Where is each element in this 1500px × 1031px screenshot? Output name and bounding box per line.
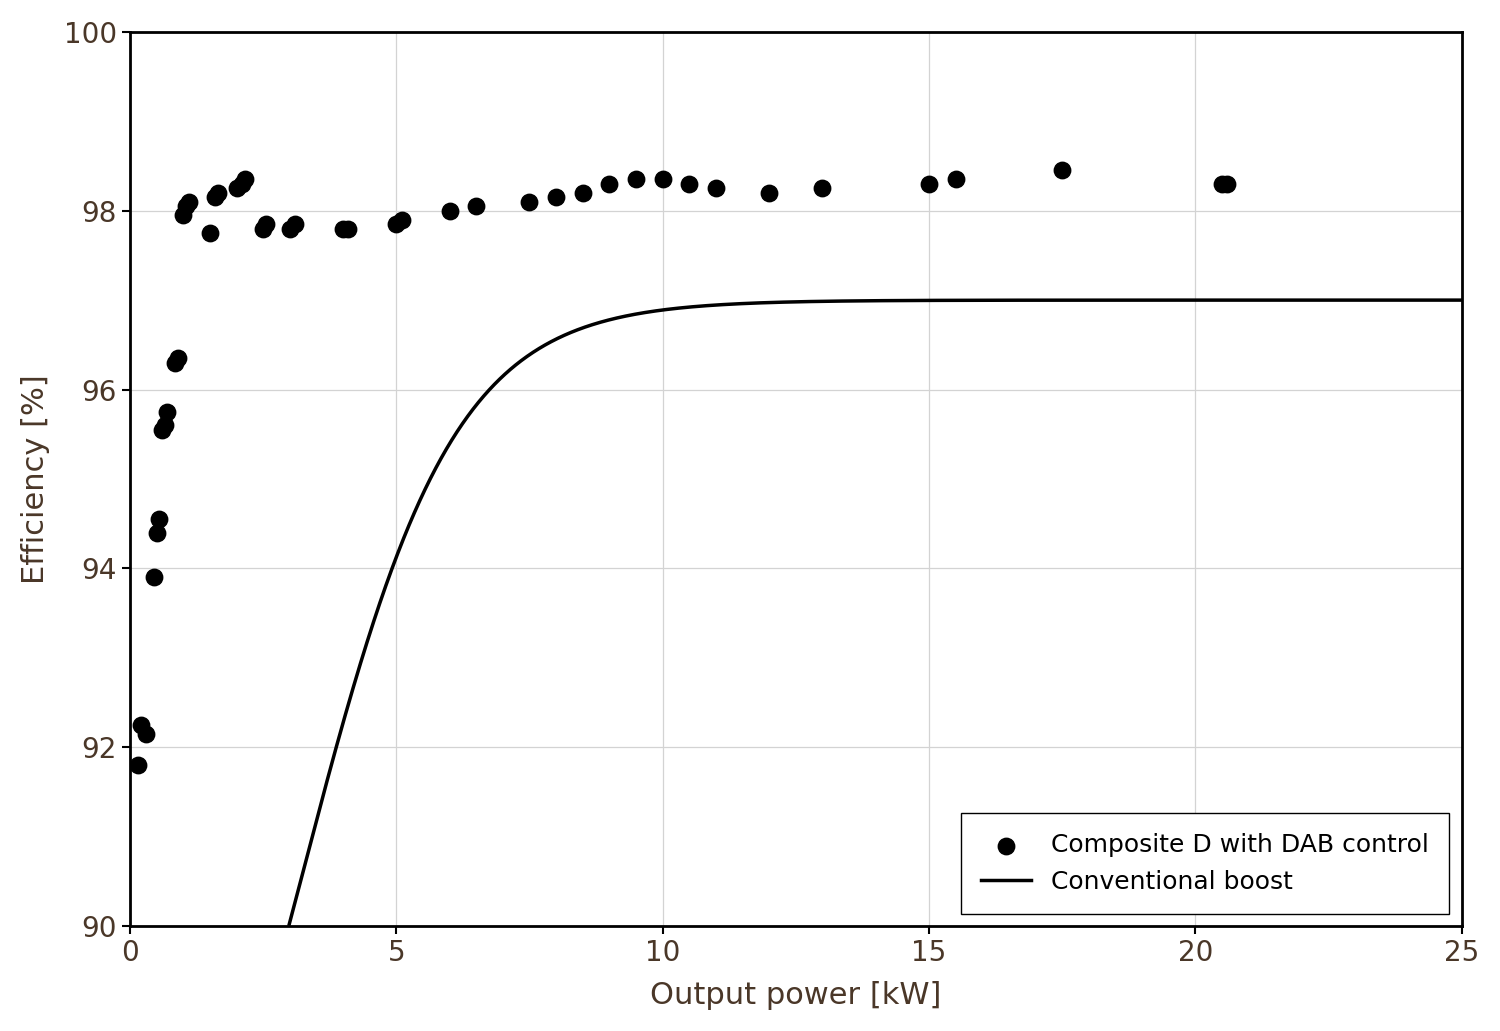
Composite D with DAB control [129,717,153,733]
Composite D with DAB control [1215,175,1239,192]
Conventional boost [1452,294,1470,306]
X-axis label: Output power [kW]: Output power [kW] [650,982,942,1010]
Composite D with DAB control [1050,162,1074,178]
Composite D with DAB control [144,525,168,541]
Composite D with DAB control [147,511,171,528]
Conventional boost [1095,294,1113,306]
Composite D with DAB control [332,221,356,237]
Composite D with DAB control [624,171,648,188]
Composite D with DAB control [572,185,596,201]
Composite D with DAB control [336,221,360,237]
Composite D with DAB control [164,355,188,371]
Composite D with DAB control [204,189,228,205]
Composite D with DAB control [177,194,201,210]
Composite D with DAB control [1210,175,1234,192]
Line: Conventional boost: Conventional boost [290,300,1461,924]
Composite D with DAB control [944,171,968,188]
Composite D with DAB control [232,171,256,188]
Composite D with DAB control [704,180,728,197]
Composite D with DAB control [156,404,180,421]
Composite D with DAB control [438,202,462,219]
Composite D with DAB control [171,207,195,224]
Composite D with DAB control [251,221,274,237]
Conventional boost [856,295,874,307]
Composite D with DAB control [464,198,488,214]
Composite D with DAB control [597,175,621,192]
Y-axis label: Efficiency [%]: Efficiency [%] [21,374,50,584]
Composite D with DAB control [150,422,174,438]
Composite D with DAB control [225,180,249,197]
Composite D with DAB control [810,180,834,197]
Conventional boost [280,918,298,930]
Composite D with DAB control [651,171,675,188]
Composite D with DAB control [166,350,190,366]
Composite D with DAB control [174,198,198,214]
Composite D with DAB control [142,569,166,586]
Composite D with DAB control [916,175,940,192]
Composite D with DAB control [198,225,222,241]
Composite D with DAB control [544,189,568,205]
Composite D with DAB control [518,194,542,210]
Composite D with DAB control [278,221,302,237]
Composite D with DAB control [153,418,177,434]
Legend: Composite D with DAB control, Conventional boost: Composite D with DAB control, Convention… [962,813,1449,913]
Composite D with DAB control [384,215,408,232]
Composite D with DAB control [134,726,158,742]
Composite D with DAB control [206,185,230,201]
Composite D with DAB control [254,215,278,232]
Composite D with DAB control [390,211,414,228]
Conventional boost [1248,294,1266,306]
Conventional boost [1354,294,1372,306]
Conventional boost [402,514,420,527]
Composite D with DAB control [230,175,254,192]
Composite D with DAB control [758,185,782,201]
Conventional boost [1418,294,1436,306]
Composite D with DAB control [678,175,702,192]
Composite D with DAB control [126,757,150,773]
Composite D with DAB control [284,215,308,232]
